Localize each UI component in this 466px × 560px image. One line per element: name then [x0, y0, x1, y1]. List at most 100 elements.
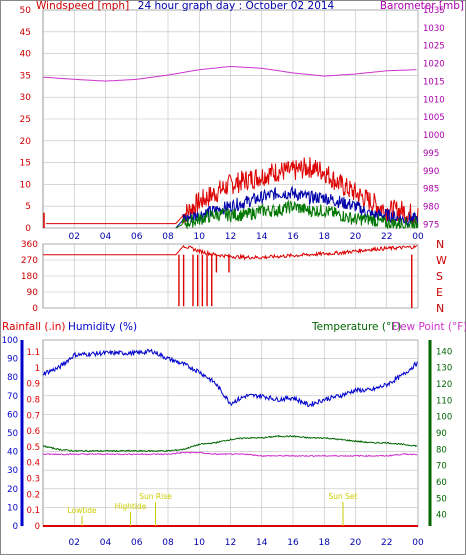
temperature-y-tick-label: 140 — [436, 347, 452, 357]
temperature-y-tick-label: 110 — [436, 396, 452, 406]
rain-y-tick-label: 0.3 — [26, 475, 40, 485]
wind-x-tick-label: 12 — [225, 232, 236, 242]
wind-x-tick-label: 08 — [162, 232, 174, 242]
wind-y-tick-label: 20 — [20, 137, 32, 147]
rain-y-tick-label: 0.9 — [26, 380, 40, 390]
event-annotation-label: Lowtide — [67, 506, 97, 515]
humidity-x-tick-label: 12 — [225, 538, 236, 548]
humidity-x-tick-label: 22 — [381, 538, 392, 548]
wind-y-tick-label: 0 — [25, 224, 31, 234]
compass-label: E — [436, 286, 443, 299]
event-annotation-label: Sun Set — [329, 492, 358, 501]
temperature-y-tick-label: 40 — [436, 511, 447, 521]
barometer-y-tick-label: 1015 — [423, 77, 445, 87]
windspeed-axis-title: Windspeed [mph] — [36, 0, 129, 12]
compass-label: N — [436, 302, 444, 315]
barometer-y-tick-label: 995 — [423, 149, 439, 159]
windspeed-line — [46, 157, 419, 225]
wind-x-tick-label: 18 — [319, 232, 331, 242]
wind-avg-line — [175, 199, 419, 230]
event-annotation-label: Sun Rise — [139, 492, 172, 501]
barometer-y-tick-label: 1035 — [423, 6, 445, 16]
wind-y-tick-label: 10 — [20, 180, 32, 190]
wind-y-tick-label: 30 — [20, 93, 32, 103]
humidity-x-tick-label: 16 — [287, 538, 299, 548]
wind-x-tick-label: 02 — [69, 232, 80, 242]
temperature-legend: Temperature (°F) — [311, 321, 401, 333]
rain-y-tick-label: 0.4 — [26, 459, 40, 469]
humidity-y-tick-label: 80 — [7, 373, 18, 383]
wind-x-tick-label: 04 — [100, 232, 112, 242]
wind-x-tick-label: 00 — [412, 232, 424, 242]
humidity-x-tick-label: 14 — [256, 538, 268, 548]
barometer-axis-title: Barometer [mb] — [380, 0, 464, 12]
humidity-x-tick-label: 00 — [412, 538, 424, 548]
rainfall-legend: Rainfall (.in) — [2, 321, 65, 333]
humidity-legend: Humidity (%) — [68, 321, 137, 333]
wind-x-tick-label: 14 — [256, 232, 268, 242]
rain-y-tick-label: 0 — [35, 522, 40, 532]
humidity-y-tick-label: 30 — [7, 466, 18, 476]
direction-y-tick-label: 270 — [21, 256, 38, 266]
event-annotation-label: Hightide — [115, 502, 147, 511]
wind-x-tick-label: 22 — [381, 232, 392, 242]
wind-x-tick-label: 16 — [287, 232, 299, 242]
humidity-y-tick-label: 10 — [7, 503, 18, 513]
humidity-x-tick-label: 10 — [194, 538, 206, 548]
rain-y-tick-label: 1.1 — [26, 348, 40, 358]
temperature-y-tick-label: 80 — [436, 445, 447, 455]
barometer-y-tick-label: 1030 — [423, 24, 445, 34]
humidity-x-tick-label: 04 — [100, 538, 112, 548]
barometer-y-tick-label: 1000 — [423, 131, 445, 141]
barometer-y-tick-label: 980 — [423, 203, 439, 213]
humidity-x-tick-label: 06 — [131, 538, 143, 548]
temperature-y-tick-label: 100 — [436, 413, 452, 423]
rain-y-tick-label: 0.1 — [26, 506, 40, 516]
barometer-y-tick-label: 1010 — [423, 95, 445, 105]
barometer-y-tick-label: 990 — [423, 167, 439, 177]
wind-y-tick-label: 35 — [20, 71, 31, 81]
humidity-x-tick-label: 02 — [69, 538, 80, 548]
dewpoint-line — [42, 451, 418, 458]
barometer-y-tick-label: 1020 — [423, 60, 445, 70]
rain-y-tick-label: 0.2 — [26, 490, 40, 500]
humidity-y-tick-label: 40 — [7, 448, 18, 458]
temperature-y-tick-label: 120 — [436, 380, 452, 390]
wind-y-tick-label: 40 — [20, 50, 32, 60]
wind-y-tick-label: 15 — [20, 159, 31, 169]
graph-title: 24 hour graph day : October 02 2014 — [138, 0, 335, 12]
wind-y-tick-label: 50 — [20, 6, 32, 16]
barometer-y-tick-label: 1005 — [423, 113, 445, 123]
humidity-line — [42, 348, 418, 408]
wind-x-tick-label: 10 — [194, 232, 206, 242]
barometer-y-tick-label: 1025 — [423, 42, 445, 52]
dewpoint-legend: Dew Point (°F) — [392, 321, 466, 333]
wind-y-tick-label: 25 — [20, 115, 31, 125]
temperature-y-tick-label: 50 — [436, 494, 447, 504]
humidity-y-tick-label: 70 — [7, 392, 18, 402]
humidity-y-tick-label: 60 — [7, 410, 18, 420]
temperature-y-tick-label: 70 — [436, 462, 447, 472]
wind-y-tick-label: 45 — [20, 28, 31, 38]
direction-y-tick-label: 90 — [27, 288, 39, 298]
rain-y-tick-label: 0.7 — [26, 411, 40, 421]
humidity-y-tick-label: 100 — [2, 336, 18, 346]
wind-x-tick-label: 06 — [131, 232, 143, 242]
temperature-y-tick-label: 130 — [436, 364, 452, 374]
temperature-line — [42, 434, 418, 453]
temperature-y-tick-label: 90 — [436, 429, 447, 439]
wind-x-tick-label: 20 — [350, 232, 362, 242]
compass-label: S — [436, 270, 443, 283]
direction-y-tick-label: 360 — [21, 240, 38, 250]
humidity-y-tick-label: 0 — [13, 522, 18, 532]
humidity-x-tick-label: 20 — [350, 538, 362, 548]
rain-y-tick-label: 0.5 — [26, 443, 40, 453]
rain-y-tick-label: 0.6 — [26, 427, 40, 437]
humidity-x-tick-label: 08 — [162, 538, 174, 548]
wind-y-tick-label: 5 — [25, 202, 31, 212]
rain-y-tick-label: 0.8 — [26, 395, 40, 405]
direction-y-tick-label: 180 — [21, 272, 38, 282]
barometer-y-tick-label: 975 — [423, 220, 439, 230]
